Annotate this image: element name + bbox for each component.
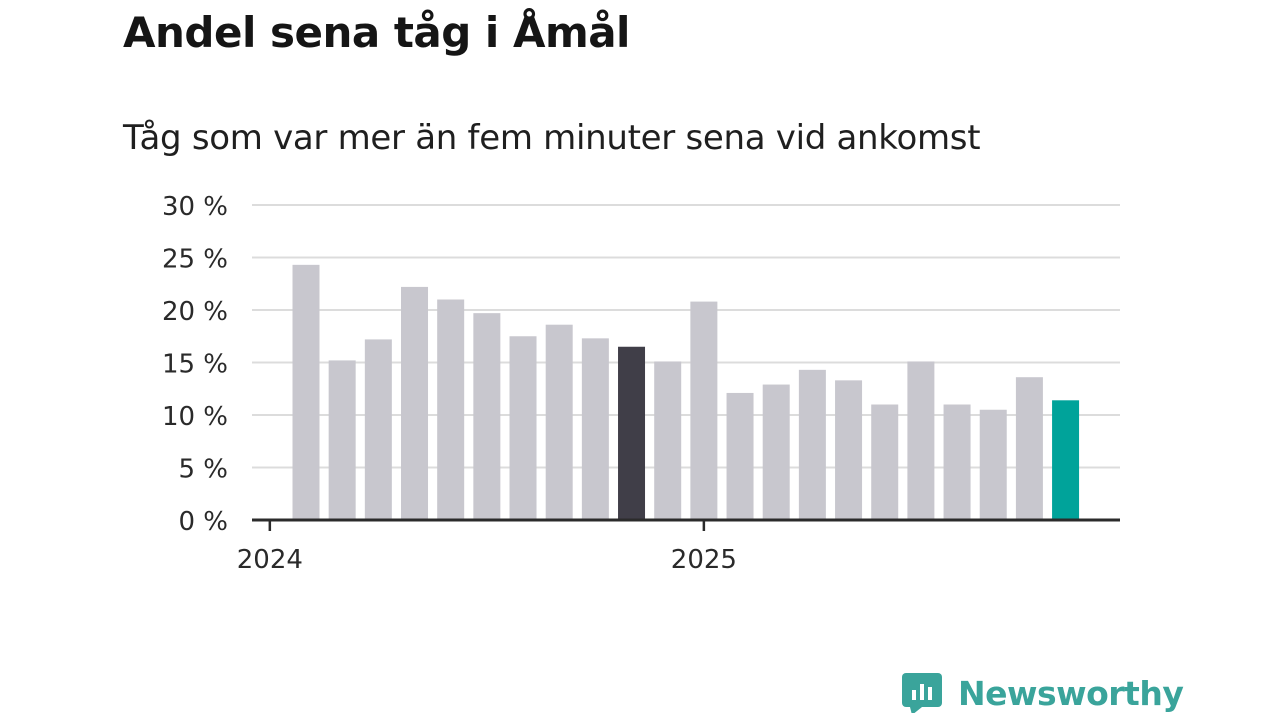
bar-2025-01 <box>726 392 754 520</box>
bar-2024-12 <box>690 301 718 520</box>
grid-lines <box>252 204 1120 469</box>
x-axis: 2024 2025 <box>237 518 1120 575</box>
y-tick-label: 20 % <box>162 297 228 327</box>
bar-2024-05 <box>437 299 465 520</box>
chart-subtitle: Tåg som var mer än fem minuter sena vid … <box>123 118 981 158</box>
bar-2025-02 <box>762 384 790 520</box>
bar-2025-07 <box>943 404 971 520</box>
bar-2025-09 <box>1015 377 1043 520</box>
bar-2024-10 <box>618 346 646 520</box>
x-tick-label: 2025 <box>671 545 737 575</box>
y-tick-label: 25 % <box>162 245 228 275</box>
y-tick-label: 10 % <box>162 402 228 432</box>
y-tick-label: 0 % <box>178 507 228 537</box>
bar-2024-06 <box>473 313 501 520</box>
y-tick-label: 30 % <box>162 192 228 222</box>
bar-2024-04 <box>401 286 429 520</box>
bar-2024-01 <box>292 264 320 520</box>
brand-name: Newsworthy <box>958 673 1184 713</box>
bar-2024-03 <box>364 339 392 520</box>
bar-2025-05 <box>871 404 899 520</box>
chart-title: Andel sena tåg i Åmål <box>123 8 630 57</box>
bar-2025-10 <box>1052 400 1080 520</box>
bar-2025-03 <box>798 369 826 520</box>
bar-2024-09 <box>581 338 609 520</box>
bar-2025-04 <box>835 380 863 520</box>
x-tick-label: 2024 <box>237 545 303 575</box>
newsworthy-logo: Newsworthy <box>902 670 1184 716</box>
y-tick-label: 15 % <box>162 350 228 380</box>
bar-2025-06 <box>907 361 935 520</box>
bar-chart: 0 % 5 % 10 % 15 % 20 % 25 % 30 % 2024 2025 <box>162 192 1120 575</box>
bar-2024-07 <box>509 336 537 520</box>
bar-2024-08 <box>545 324 573 520</box>
bar-2025-08 <box>979 409 1007 520</box>
bar-2024-02 <box>328 360 356 520</box>
newsworthy-logo-icon <box>902 673 942 713</box>
y-tick-label: 5 % <box>178 455 228 485</box>
y-axis-labels: 0 % 5 % 10 % 15 % 20 % 25 % 30 % <box>162 192 228 537</box>
bar-2024-11 <box>654 361 682 520</box>
bars <box>292 264 1080 520</box>
